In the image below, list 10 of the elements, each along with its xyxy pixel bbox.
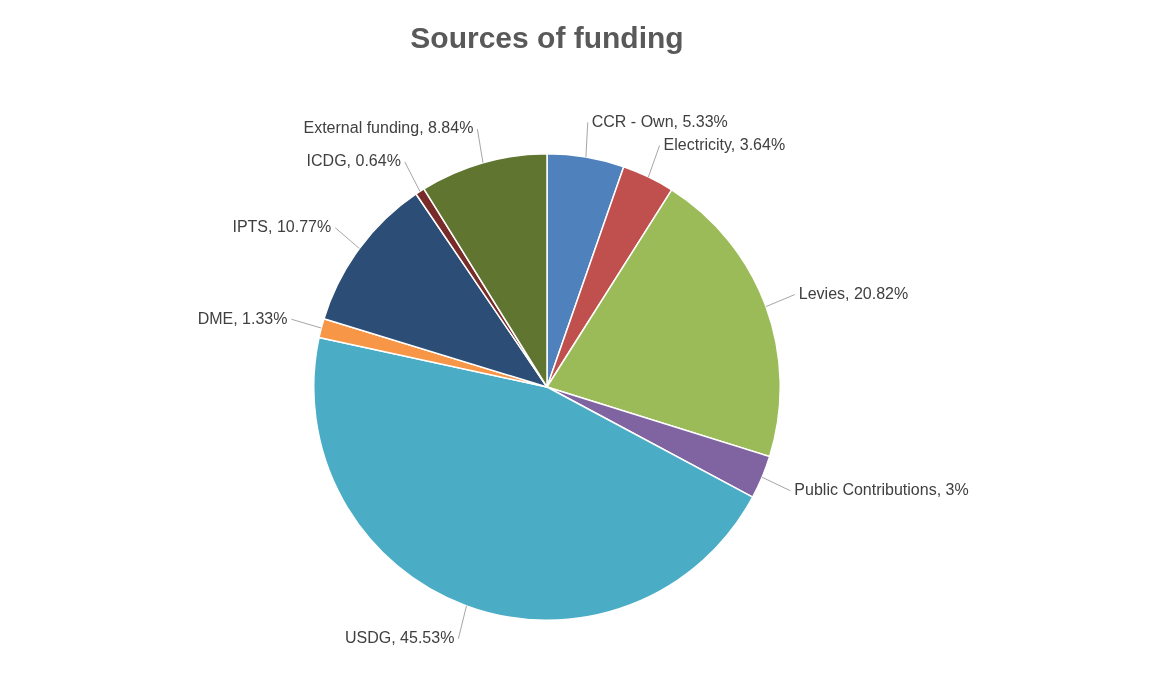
slice-label: IPTS, 10.77% bbox=[232, 218, 332, 236]
slice-label: Public Contributions, 3% bbox=[794, 481, 969, 499]
slice-label: USDG, 45.53% bbox=[344, 629, 455, 647]
slice-label: Electricity, 3.64% bbox=[663, 135, 786, 153]
slice-label: ICDG, 0.64% bbox=[306, 152, 401, 170]
slice-label: Levies, 20.82% bbox=[798, 284, 909, 302]
slice-label: DME, 1.33% bbox=[197, 309, 288, 327]
chart-title: Sources of funding bbox=[410, 21, 684, 55]
slice-label: CCR - Own, 5.33% bbox=[591, 112, 728, 130]
slice-label: External funding, 8.84% bbox=[303, 119, 474, 137]
